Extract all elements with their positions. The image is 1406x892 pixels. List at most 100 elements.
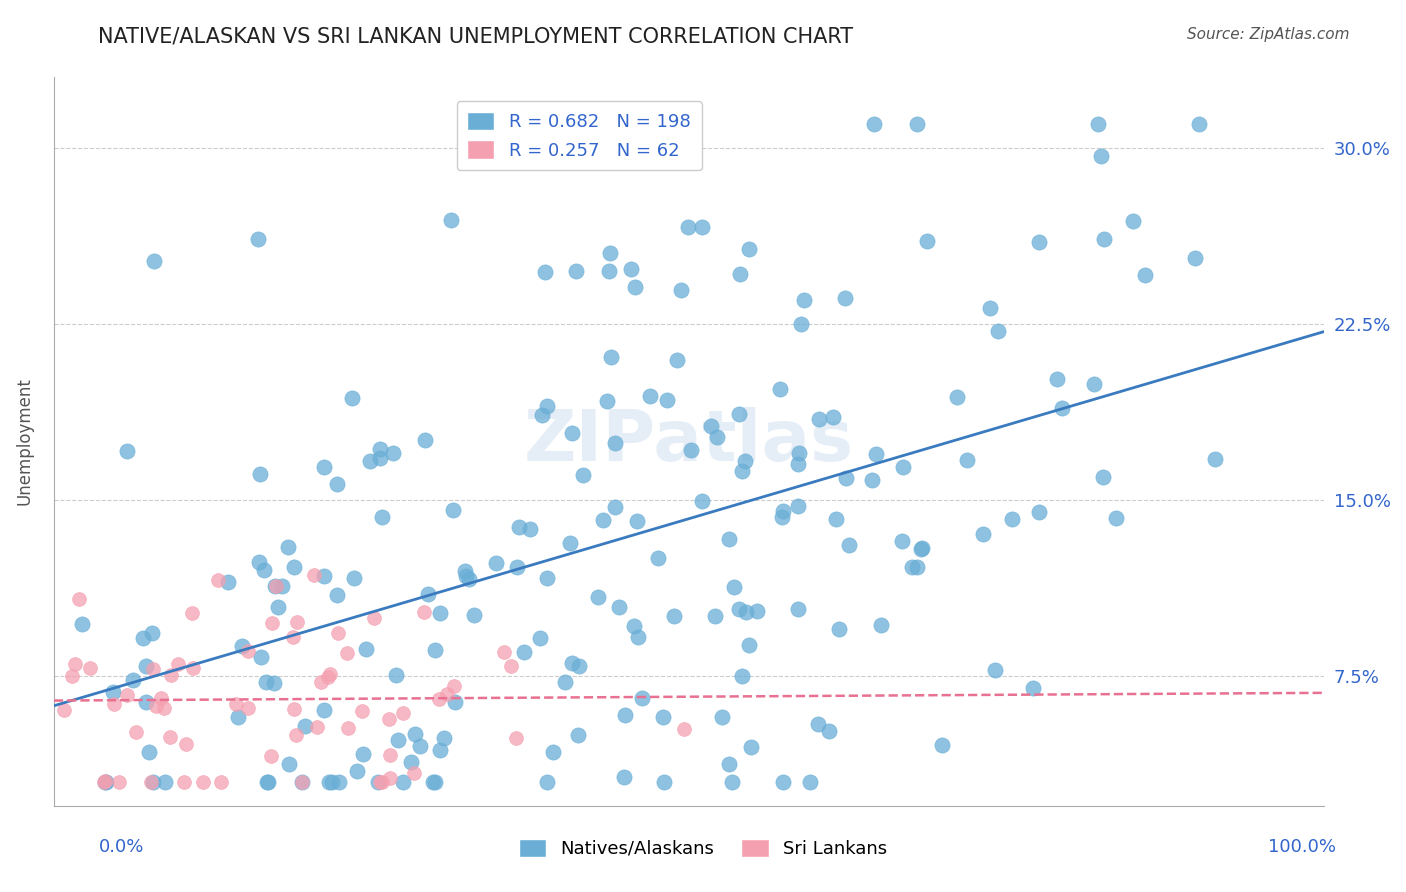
Natives/Alaskans bbox=[132, 632, 155, 646]
Natives/Alaskans bbox=[561, 426, 583, 441]
Natives/Alaskans bbox=[429, 607, 451, 621]
Natives/Alaskans bbox=[915, 234, 938, 248]
Natives/Alaskans bbox=[294, 718, 316, 732]
Natives/Alaskans bbox=[536, 775, 558, 789]
Natives/Alaskans bbox=[1122, 213, 1144, 227]
Natives/Alaskans bbox=[354, 641, 377, 656]
Sri Lankans bbox=[236, 701, 259, 715]
Natives/Alaskans bbox=[626, 630, 648, 644]
Sri Lankans bbox=[225, 697, 247, 711]
Sri Lankans bbox=[427, 692, 450, 706]
Natives/Alaskans bbox=[423, 775, 446, 789]
Natives/Alaskans bbox=[735, 605, 758, 619]
Natives/Alaskans bbox=[1184, 251, 1206, 265]
Sri Lankans bbox=[309, 675, 332, 690]
Sri Lankans bbox=[499, 659, 522, 673]
Natives/Alaskans bbox=[1050, 401, 1073, 416]
Natives/Alaskans bbox=[772, 503, 794, 517]
Natives/Alaskans bbox=[70, 617, 93, 632]
Natives/Alaskans bbox=[368, 451, 391, 466]
Natives/Alaskans bbox=[631, 691, 654, 706]
Sri Lankans bbox=[153, 701, 176, 715]
Natives/Alaskans bbox=[984, 664, 1007, 678]
Natives/Alaskans bbox=[787, 601, 810, 615]
Natives/Alaskans bbox=[603, 436, 626, 450]
Sri Lankans bbox=[291, 775, 314, 789]
Sri Lankans bbox=[672, 722, 695, 736]
Natives/Alaskans bbox=[911, 541, 934, 555]
Sri Lankans bbox=[336, 647, 359, 661]
Sri Lankans bbox=[160, 668, 183, 682]
Sri Lankans bbox=[392, 706, 415, 720]
Natives/Alaskans bbox=[638, 389, 661, 403]
Natives/Alaskans bbox=[531, 409, 554, 423]
Natives/Alaskans bbox=[721, 775, 744, 789]
Sri Lankans bbox=[238, 644, 260, 658]
Sri Lankans bbox=[436, 687, 458, 701]
Natives/Alaskans bbox=[277, 540, 299, 554]
Natives/Alaskans bbox=[807, 716, 830, 731]
Natives/Alaskans bbox=[346, 764, 368, 778]
Natives/Alaskans bbox=[367, 775, 389, 789]
Natives/Alaskans bbox=[666, 353, 689, 368]
Natives/Alaskans bbox=[1105, 511, 1128, 525]
Natives/Alaskans bbox=[508, 519, 530, 533]
Natives/Alaskans bbox=[1028, 235, 1050, 249]
Natives/Alaskans bbox=[368, 442, 391, 456]
Natives/Alaskans bbox=[340, 391, 363, 405]
Natives/Alaskans bbox=[326, 476, 349, 491]
Natives/Alaskans bbox=[440, 212, 463, 227]
Natives/Alaskans bbox=[790, 317, 813, 331]
Natives/Alaskans bbox=[905, 559, 928, 574]
Natives/Alaskans bbox=[249, 467, 271, 481]
Natives/Alaskans bbox=[408, 739, 430, 753]
Natives/Alaskans bbox=[607, 600, 630, 615]
Natives/Alaskans bbox=[740, 739, 762, 754]
Sri Lankans bbox=[139, 775, 162, 789]
Natives/Alaskans bbox=[561, 656, 583, 670]
Sri Lankans bbox=[281, 630, 304, 644]
Natives/Alaskans bbox=[596, 394, 619, 409]
Natives/Alaskans bbox=[454, 569, 477, 583]
Natives/Alaskans bbox=[263, 579, 285, 593]
Natives/Alaskans bbox=[441, 503, 464, 517]
Sri Lankans bbox=[159, 730, 181, 744]
Natives/Alaskans bbox=[271, 579, 294, 593]
Natives/Alaskans bbox=[1083, 377, 1105, 392]
Natives/Alaskans bbox=[818, 723, 841, 738]
Sri Lankans bbox=[93, 775, 115, 789]
Natives/Alaskans bbox=[247, 555, 270, 569]
Sri Lankans bbox=[336, 721, 359, 735]
Natives/Alaskans bbox=[690, 219, 713, 234]
Text: 0.0%: 0.0% bbox=[98, 838, 143, 856]
Natives/Alaskans bbox=[253, 563, 276, 577]
Natives/Alaskans bbox=[865, 447, 887, 461]
Natives/Alaskans bbox=[143, 254, 166, 268]
Natives/Alaskans bbox=[710, 710, 733, 724]
Natives/Alaskans bbox=[433, 731, 456, 745]
Natives/Alaskans bbox=[592, 513, 614, 527]
Sri Lankans bbox=[319, 666, 342, 681]
Natives/Alaskans bbox=[834, 291, 856, 305]
Sri Lankans bbox=[260, 615, 283, 630]
Sri Lankans bbox=[145, 699, 167, 714]
Sri Lankans bbox=[404, 765, 426, 780]
Natives/Alaskans bbox=[717, 532, 740, 546]
Natives/Alaskans bbox=[312, 568, 335, 582]
Sri Lankans bbox=[284, 728, 307, 742]
Natives/Alaskans bbox=[254, 675, 277, 690]
Natives/Alaskans bbox=[910, 542, 932, 557]
Text: Source: ZipAtlas.com: Source: ZipAtlas.com bbox=[1187, 27, 1350, 42]
Sri Lankans bbox=[505, 731, 527, 746]
Natives/Alaskans bbox=[343, 571, 366, 585]
Natives/Alaskans bbox=[463, 608, 485, 623]
Text: NATIVE/ALASKAN VS SRI LANKAN UNEMPLOYMENT CORRELATION CHART: NATIVE/ALASKAN VS SRI LANKAN UNEMPLOYMEN… bbox=[98, 27, 853, 46]
Natives/Alaskans bbox=[620, 261, 643, 276]
Y-axis label: Unemployment: Unemployment bbox=[15, 377, 32, 506]
Natives/Alaskans bbox=[135, 659, 157, 673]
Natives/Alaskans bbox=[485, 557, 508, 571]
Natives/Alaskans bbox=[717, 756, 740, 771]
Sri Lankans bbox=[492, 645, 515, 659]
Natives/Alaskans bbox=[1135, 268, 1157, 282]
Natives/Alaskans bbox=[291, 775, 314, 789]
